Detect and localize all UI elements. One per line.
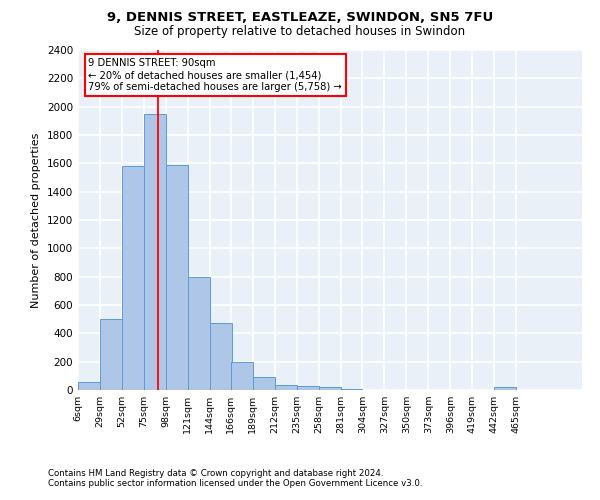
Bar bbox=[231, 362, 253, 390]
Text: Contains public sector information licensed under the Open Government Licence v3: Contains public sector information licen… bbox=[48, 478, 422, 488]
Bar bbox=[275, 385, 296, 390]
Text: 9, DENNIS STREET, EASTLEAZE, SWINDON, SN5 7FU: 9, DENNIS STREET, EASTLEAZE, SWINDON, SN… bbox=[107, 11, 493, 24]
Bar bbox=[144, 114, 166, 390]
Bar bbox=[188, 276, 210, 390]
Bar bbox=[494, 387, 516, 390]
Text: Contains HM Land Registry data © Crown copyright and database right 2024.: Contains HM Land Registry data © Crown c… bbox=[48, 468, 383, 477]
Bar bbox=[166, 165, 188, 390]
Bar bbox=[122, 166, 144, 390]
Y-axis label: Number of detached properties: Number of detached properties bbox=[31, 132, 41, 308]
Bar bbox=[78, 382, 100, 390]
Bar bbox=[210, 322, 232, 390]
Bar bbox=[296, 386, 319, 390]
Bar bbox=[319, 387, 341, 390]
Text: Size of property relative to detached houses in Swindon: Size of property relative to detached ho… bbox=[134, 25, 466, 38]
Text: 9 DENNIS STREET: 90sqm
← 20% of detached houses are smaller (1,454)
79% of semi-: 9 DENNIS STREET: 90sqm ← 20% of detached… bbox=[89, 58, 342, 92]
Bar bbox=[100, 319, 122, 390]
Bar bbox=[253, 377, 275, 390]
